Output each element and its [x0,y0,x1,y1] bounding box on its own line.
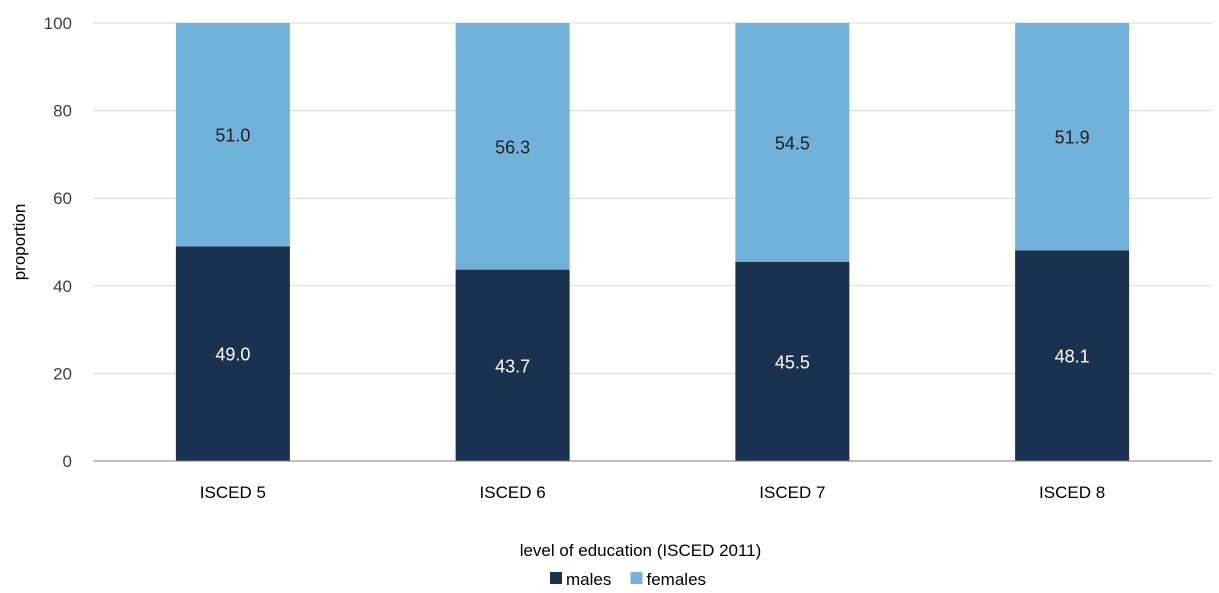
y-tick-label: 0 [63,452,72,471]
data-labels: 49.0 51.0 43.7 56.3 45.5 54.5 48.1 51.9 [215,126,1089,377]
x-tick-label: ISCED 6 [480,483,546,502]
y-tick-label: 80 [53,102,72,121]
bar-males-isced-5 [175,246,290,461]
bar-females-isced-7 [735,23,850,262]
bar-females-isced-8 [1015,23,1130,251]
bar-males-isced-8 [1015,250,1130,461]
bars [175,23,1130,461]
data-label-females: 54.5 [775,133,810,153]
x-tick-label: ISCED 5 [200,483,266,502]
legend-item-females: females [630,570,707,589]
legend-swatch [550,572,562,584]
data-label-females: 56.3 [495,137,530,157]
y-axis-title: proportion [10,204,29,281]
x-tick-label: ISCED 7 [759,483,825,502]
legend-swatch [630,572,643,584]
y-tick-label: 40 [53,277,72,296]
y-tick-label: 100 [44,14,72,33]
bar-males-isced-7 [735,261,850,461]
axes: 0 20 40 60 80 100 ISCED 5 ISCED 6 ISCED 7 ISCED 8 [44,14,1212,502]
x-tick-label: ISCED 8 [1039,483,1105,502]
data-label-males: 49.0 [215,345,250,365]
data-label-males: 45.5 [775,352,810,372]
legend-item-males: males [550,570,611,589]
data-label-females: 51.9 [1055,128,1090,148]
y-tick-label: 60 [53,189,72,208]
data-label-males: 48.1 [1055,347,1090,367]
data-label-males: 43.7 [495,356,530,376]
bar-females-isced-5 [175,23,290,247]
bar-males-isced-6 [455,269,570,461]
legend-label: females [647,570,707,589]
legend-label: males [566,570,611,589]
data-label-females: 51.0 [215,126,250,146]
x-axis-title: level of education (ISCED 2011) [520,541,762,560]
bar-females-isced-6 [455,23,570,270]
legend: males females [550,570,706,589]
y-tick-label: 20 [53,364,72,383]
